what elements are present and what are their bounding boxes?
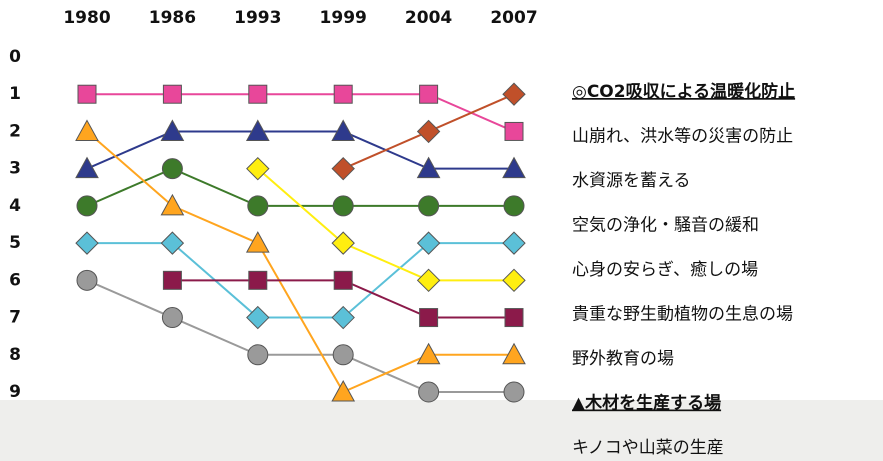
marker [332, 195, 354, 217]
series-line [86, 130, 514, 170]
marker [76, 269, 98, 291]
marker [504, 121, 524, 141]
marker [75, 119, 99, 141]
x-tick-label: 2007 [490, 8, 537, 28]
y-tick-label: 7 [9, 308, 21, 328]
y-tick-label: 2 [9, 121, 21, 141]
marker [502, 268, 526, 293]
marker [418, 195, 440, 217]
marker [502, 342, 526, 365]
marker [248, 270, 268, 290]
marker [247, 195, 269, 217]
marker [331, 119, 356, 141]
marker [75, 231, 99, 255]
marker [75, 156, 99, 179]
marker [416, 268, 441, 293]
y-tick-label: 5 [9, 233, 21, 253]
marker [418, 381, 440, 403]
marker [416, 156, 441, 179]
marker [416, 231, 441, 255]
marker [248, 84, 268, 104]
marker [246, 156, 270, 181]
row-label: キノコや山菜の生産 [572, 438, 724, 458]
row-label: 野外教育の場 [572, 349, 674, 369]
marker [333, 270, 353, 290]
marker [504, 308, 524, 328]
y-tick-label: 6 [9, 270, 21, 290]
row-label: 心身の安らぎ、癒しの場 [572, 260, 758, 280]
marker [332, 344, 354, 366]
marker [76, 195, 98, 217]
marker [247, 344, 269, 366]
y-tick-label: 3 [9, 159, 21, 179]
marker [503, 195, 525, 217]
y-tick-label: 4 [9, 196, 21, 216]
series-line [86, 279, 514, 393]
row-label: 貴重な野生動植物の生息の場 [572, 305, 793, 325]
series-line [257, 167, 514, 282]
marker [419, 308, 439, 328]
marker [502, 156, 526, 179]
marker [245, 119, 270, 141]
series-line [86, 130, 514, 394]
x-tick-label: 1999 [320, 8, 367, 28]
y-tick-label: 9 [9, 382, 21, 402]
marker [503, 381, 525, 403]
marker [161, 158, 183, 180]
marker [162, 270, 182, 290]
marker [416, 342, 441, 365]
x-tick-label: 1993 [234, 8, 281, 28]
row-label: 山崩れ、洪水等の災害の防止 [572, 127, 793, 147]
x-tick-label: 1980 [63, 8, 110, 28]
marker [502, 231, 526, 255]
marker [331, 379, 356, 402]
row-label: ▲木材を生産する場 [572, 393, 721, 414]
marker [502, 82, 526, 106]
marker [331, 305, 355, 330]
marker [333, 84, 353, 104]
marker [77, 84, 97, 104]
marker [160, 119, 185, 141]
row-label: 水資源を蓄える [572, 171, 691, 191]
row-label: 空気の浄化・騒音の緩和 [572, 216, 759, 236]
x-tick-label: 2004 [405, 8, 452, 28]
y-tick-label: 0 [9, 47, 21, 67]
x-tick-label: 1986 [149, 8, 196, 28]
marker [160, 231, 185, 255]
y-tick-label: 1 [9, 84, 21, 104]
marker [160, 193, 185, 216]
marker [331, 156, 355, 181]
marker [419, 84, 439, 104]
marker [161, 307, 183, 329]
marker [246, 305, 270, 330]
marker [245, 231, 270, 253]
marker [416, 119, 441, 144]
y-tick-label: 8 [9, 345, 21, 365]
marker [331, 231, 355, 255]
background-band [0, 400, 883, 461]
row-label: ◎CO2吸収による温暖化防止 [572, 81, 795, 102]
series-line [87, 93, 515, 133]
marker [162, 84, 182, 104]
